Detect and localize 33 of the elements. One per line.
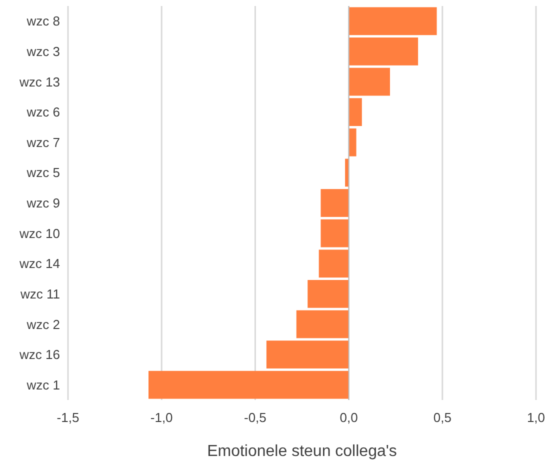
bar xyxy=(320,219,349,248)
x-tick-label: -1,0 xyxy=(150,410,173,425)
y-tick-label: wzc 5 xyxy=(26,165,60,180)
bar xyxy=(348,7,437,36)
y-tick-label: wzc 16 xyxy=(18,347,60,362)
y-tick-label: wzc 14 xyxy=(18,256,60,272)
x-axis-title: Emotionele steun collega's xyxy=(207,443,397,460)
y-tick-label: wzc 13 xyxy=(18,74,60,90)
y-tick-label: wzc 3 xyxy=(26,44,60,60)
x-tick-label: -0,5 xyxy=(244,410,266,425)
x-tick-label: 0,0 xyxy=(340,410,358,425)
x-tick-label: 1,0 xyxy=(526,410,546,425)
bar xyxy=(348,38,418,66)
bar xyxy=(266,340,349,368)
bar xyxy=(345,158,349,187)
y-tick-label: wzc 6 xyxy=(26,104,60,120)
bar xyxy=(296,310,349,338)
y-tick-label: wzc 11 xyxy=(20,286,60,302)
bar xyxy=(348,128,356,156)
x-tick-label: 0,5 xyxy=(433,410,452,425)
y-tick-label: wzc 8 xyxy=(26,14,60,29)
bar xyxy=(348,68,390,96)
bar xyxy=(318,250,349,278)
bar xyxy=(348,98,362,126)
y-tick-label: wzc 9 xyxy=(26,196,60,211)
y-tick-label: wzc 2 xyxy=(26,316,60,332)
bar xyxy=(308,280,349,308)
y-tick-label: wzc 7 xyxy=(26,134,60,150)
bar xyxy=(148,370,349,399)
x-tick-label: -1,5 xyxy=(56,410,80,425)
bar xyxy=(320,189,349,217)
y-tick-label: wzc 1 xyxy=(26,377,60,392)
y-tick-label: wzc 10 xyxy=(18,226,60,241)
